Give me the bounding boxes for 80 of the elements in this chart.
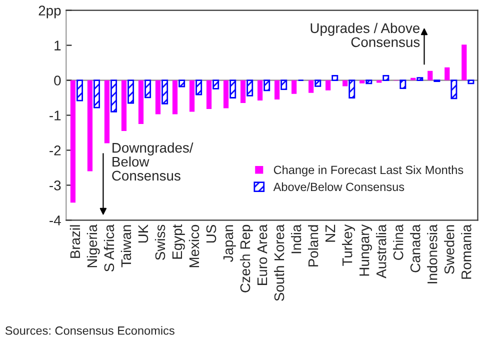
x-tick-label: Euro Area — [257, 224, 268, 285]
bar — [70, 80, 76, 203]
x-tick-label: Australia — [376, 224, 386, 278]
bar — [428, 70, 433, 80]
bar — [212, 80, 220, 90]
bar — [172, 80, 178, 114]
bar — [410, 78, 416, 80]
y-tick-label: -3 — [50, 180, 61, 190]
bar — [366, 80, 372, 84]
bar — [110, 80, 118, 112]
bar — [462, 44, 467, 80]
x-tick-label: US — [206, 224, 216, 243]
y-tick-label: -1 — [50, 110, 61, 120]
legend-label: Above/Below Consensus — [273, 182, 404, 192]
bar — [162, 80, 168, 104]
bar — [308, 80, 314, 93]
bar — [196, 80, 202, 96]
y-tick-label: 1 — [54, 40, 61, 50]
x-tick-label: Nigeria — [86, 224, 100, 268]
x-tick-label: Sweden — [444, 225, 454, 274]
bar — [468, 80, 474, 84]
annotation: Downgrades/ Below Consensus — [112, 142, 194, 181]
bar — [128, 80, 134, 104]
bar — [138, 80, 144, 124]
x-tick-label: Romania — [461, 224, 472, 279]
bar — [332, 75, 338, 81]
bar — [326, 80, 331, 90]
x-tick-label: Mexico — [188, 224, 200, 268]
x-tick-label: Indonesia — [427, 224, 438, 284]
x-tick-label: Brazil — [70, 225, 80, 258]
y-tick-label: -4 — [50, 216, 61, 226]
x-tick-label: UK — [138, 224, 148, 243]
x-tick-label: India — [290, 224, 302, 254]
annotation: Upgrades / Above Consensus — [310, 22, 420, 48]
source-note: Sources: Consensus Economics — [5, 326, 174, 335]
x-tick-label: Swiss — [154, 224, 166, 260]
bar — [400, 80, 406, 90]
bar — [450, 80, 458, 100]
bar — [189, 80, 195, 112]
bar — [382, 75, 390, 81]
x-tick-label: Czech Rep — [240, 224, 253, 292]
bar — [240, 80, 246, 103]
y-tick-label: 0 — [54, 76, 61, 86]
y-tick-label: 2pp — [38, 6, 61, 18]
bar — [416, 77, 424, 81]
bar — [360, 80, 365, 84]
x-tick-label: South Korea — [274, 224, 284, 301]
x-tick-label: Egypt — [172, 224, 185, 259]
bar — [104, 80, 110, 144]
x-tick-label: Taiwan — [120, 225, 132, 268]
x-tick-label: Turkey — [342, 224, 355, 266]
bar — [280, 80, 288, 90]
bar — [76, 80, 84, 102]
x-tick-label: S Africa — [104, 224, 114, 272]
bar — [121, 80, 127, 131]
bar — [94, 80, 100, 108]
bar — [257, 80, 263, 101]
bar — [246, 80, 254, 96]
bar — [314, 80, 322, 87]
bar — [264, 80, 270, 92]
bar — [206, 80, 212, 109]
y-tick-label: -2 — [50, 146, 61, 156]
bar — [292, 80, 297, 94]
x-tick-label: NZ — [326, 224, 336, 242]
bar — [178, 80, 186, 88]
x-tick-label: Poland — [308, 225, 318, 266]
bar — [444, 67, 450, 80]
x-tick-label: Hungary — [360, 224, 372, 276]
x-tick-label: China — [393, 224, 404, 260]
bar — [144, 80, 152, 98]
bar — [348, 80, 356, 98]
bar — [223, 80, 229, 108]
bar — [342, 80, 348, 86]
legend-label: Change in Forecast Last Six Months — [274, 165, 464, 176]
x-tick-label: Japan — [223, 225, 236, 262]
x-tick-label: Canada — [410, 224, 420, 272]
bar — [230, 80, 236, 98]
bar — [274, 80, 280, 100]
bar — [155, 80, 161, 114]
bar — [87, 80, 93, 172]
